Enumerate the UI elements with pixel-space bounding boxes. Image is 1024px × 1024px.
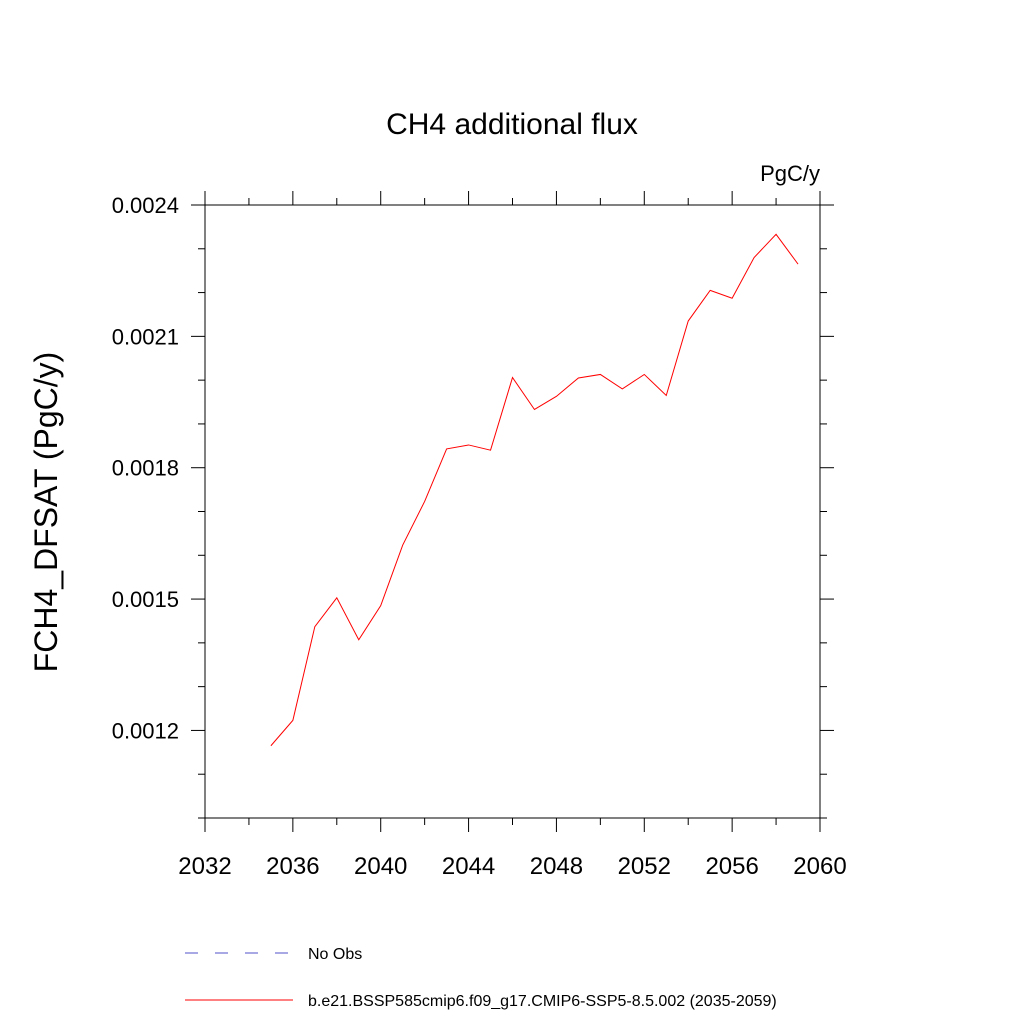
x-tick-label: 2044 xyxy=(442,853,495,880)
chart-title: CH4 additional flux xyxy=(386,108,638,141)
series-line xyxy=(270,233,799,747)
y-tick-label: 0.0015 xyxy=(112,587,179,612)
y-tick-label: 0.0012 xyxy=(112,718,179,743)
series-group xyxy=(270,233,799,747)
y-tick-label: 0.0018 xyxy=(112,456,179,481)
y-tick-label: 0.0021 xyxy=(112,324,179,349)
legend: No Obs b.e21.BSSP585cmip6.f09_g17.CMIP6-… xyxy=(185,946,777,1010)
axis-tick-labels: 2032 2036 2040 2044 2048 2052 2056 2060 0.0012 0.… xyxy=(112,193,847,880)
y-tick-label: 0.0024 xyxy=(112,193,179,218)
x-tick-label: 2036 xyxy=(266,853,319,880)
x-tick-label: 2056 xyxy=(705,853,758,880)
x-tick-label: 2032 xyxy=(178,853,231,880)
x-tick-label: 2060 xyxy=(793,853,846,880)
y-axis-label: FCH4_DFSAT (PgC/y) xyxy=(28,352,64,673)
legend-label-no-obs: No Obs xyxy=(308,946,362,963)
axis-ticks xyxy=(191,191,834,832)
legend-label-model: b.e21.BSSP585cmip6.f09_g17.CMIP6-SSP5-8.… xyxy=(308,993,777,1010)
x-tick-label: 2048 xyxy=(530,853,583,880)
x-tick-label: 2052 xyxy=(618,853,671,880)
units-label: PgC/y xyxy=(760,161,820,186)
x-tick-label: 2040 xyxy=(354,853,407,880)
